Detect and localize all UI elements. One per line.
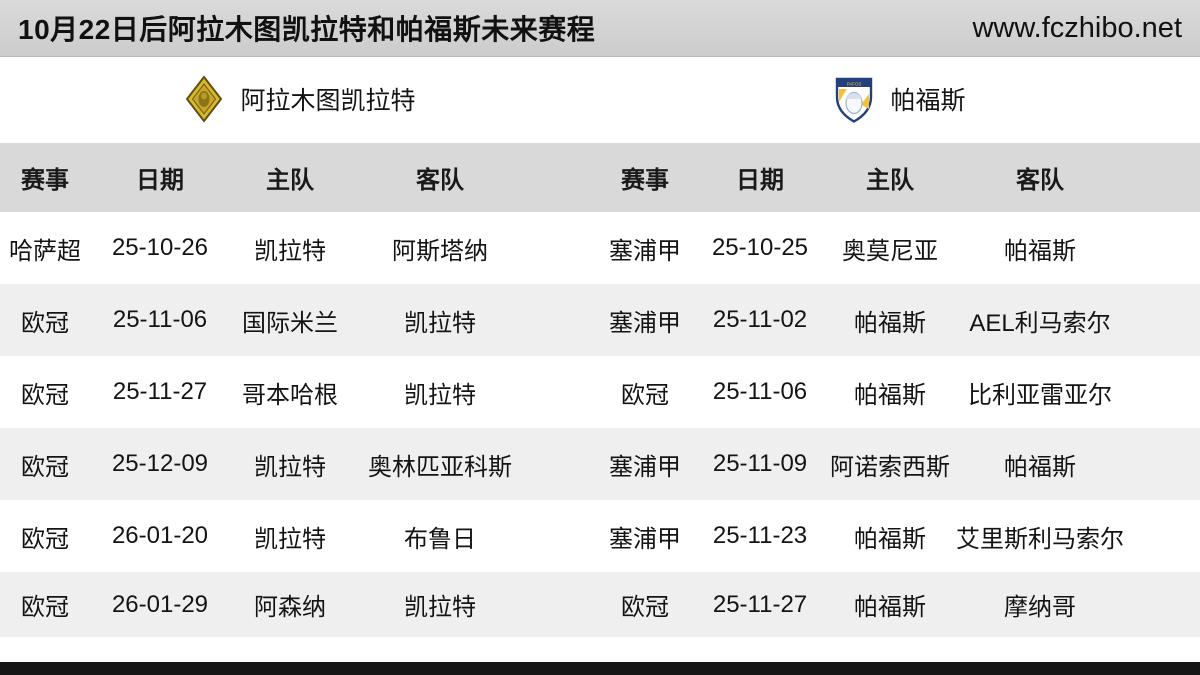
away-team-cell: 凯拉特 — [404, 381, 476, 409]
column-header-competition: 赛事 — [21, 167, 69, 194]
away-team-cell: 帕福斯 — [1004, 453, 1076, 481]
table-header-left: 赛事 日期 主队 客队 — [0, 143, 600, 212]
competition-cell: 欧冠 — [621, 594, 669, 621]
away-team-cell: 凯拉特 — [404, 309, 476, 337]
pafos-crest-icon: PAFOS — [834, 75, 874, 123]
date-cell: 25-10-26 — [111, 234, 209, 261]
home-team-cell: 凯拉特 — [254, 453, 326, 481]
home-team-cell: 哥本哈根 — [242, 381, 338, 409]
home-team-cell: 阿诺索西斯 — [830, 453, 950, 481]
home-team-cell: 奥莫尼亚 — [842, 237, 938, 265]
date-cell: 26-01-20 — [111, 522, 209, 549]
away-team-cell: AEL利马索尔 — [969, 309, 1111, 337]
date-cell: 25-11-06 — [112, 306, 208, 333]
away-team-cell: 摩纳哥 — [1004, 594, 1076, 621]
away-team-cell: 布鲁日 — [404, 525, 476, 553]
date-cell: 25-11-02 — [712, 306, 808, 333]
home-team-cell: 国际米兰 — [242, 309, 338, 337]
date-cell: 26-01-29 — [111, 590, 209, 618]
competition-cell: 欧冠 — [621, 381, 669, 409]
home-team-cell: 凯拉特 — [254, 237, 326, 265]
table-row: 欧冠 26-01-29 阿森纳 凯拉特 欧冠 25-11-27 帕福斯 摩纳哥 — [0, 572, 1200, 637]
away-team-cell: 帕福斯 — [1004, 237, 1076, 265]
column-header-away: 客队 — [1016, 167, 1064, 194]
date-cell: 25-11-09 — [712, 450, 808, 477]
competition-cell: 塞浦甲 — [609, 309, 681, 337]
home-team-cell: 帕福斯 — [854, 381, 926, 409]
column-header-date: 日期 — [736, 167, 784, 194]
competition-cell: 哈萨超 — [9, 237, 81, 265]
table-row: 欧冠 26-01-20 凯拉特 布鲁日 塞浦甲 25-11-23 帕福斯 艾里斯… — [0, 500, 1200, 572]
page-title: 10月22日后阿拉木图凯拉特和帕福斯未来赛程 — [18, 14, 596, 45]
competition-cell: 欧冠 — [21, 453, 69, 481]
date-cell: 25-10-25 — [711, 234, 809, 261]
title-bar: 10月22日后阿拉木图凯拉特和帕福斯未来赛程 www.fczhibo.net — [0, 0, 1200, 57]
team-header-left: 阿拉木图凯拉特 — [0, 57, 600, 141]
date-cell: 25-11-27 — [112, 378, 208, 405]
table-row: 欧冠 25-11-27 哥本哈根 凯拉特 欧冠 25-11-06 帕福斯 比利亚… — [0, 356, 1200, 428]
date-cell: 25-11-06 — [712, 378, 808, 405]
home-team-cell: 帕福斯 — [854, 309, 926, 337]
competition-cell: 塞浦甲 — [609, 453, 681, 481]
away-team-cell: 凯拉特 — [404, 594, 476, 621]
date-cell: 25-11-27 — [712, 590, 808, 618]
table-row: 欧冠 25-12-09 凯拉特 奥林匹亚科斯 塞浦甲 25-11-09 阿诺索西… — [0, 428, 1200, 500]
home-team-cell: 帕福斯 — [854, 525, 926, 553]
column-header-away: 客队 — [416, 167, 464, 194]
away-team-cell: 奥林匹亚科斯 — [368, 453, 512, 481]
column-header-competition: 赛事 — [621, 167, 669, 194]
competition-cell: 欧冠 — [21, 381, 69, 409]
column-header-date: 日期 — [136, 167, 184, 194]
footer-bar — [0, 662, 1200, 675]
column-header-home: 主队 — [866, 167, 914, 194]
table-header-row: 赛事 日期 主队 客队 赛事 日期 主队 客队 — [0, 143, 1200, 212]
competition-cell: 欧冠 — [21, 309, 69, 337]
team-name-kairat: 阿拉木图凯拉特 — [240, 87, 416, 115]
bottom-spacer — [0, 637, 1200, 662]
competition-cell: 塞浦甲 — [609, 525, 681, 553]
away-team-cell: 比利亚雷亚尔 — [968, 381, 1112, 409]
competition-cell: 欧冠 — [21, 525, 69, 553]
home-team-cell: 凯拉特 — [254, 525, 326, 553]
site-url: www.fczhibo.net — [972, 11, 1182, 44]
away-team-cell: 艾里斯利马索尔 — [956, 525, 1124, 553]
competition-cell: 塞浦甲 — [609, 237, 681, 265]
team-header-right: PAFOS 帕福斯 — [600, 57, 1200, 141]
kairat-crest-icon — [184, 75, 224, 123]
home-team-cell: 阿森纳 — [254, 594, 326, 621]
team-name-pafos: 帕福斯 — [890, 87, 966, 115]
competition-cell: 欧冠 — [21, 594, 69, 621]
team-header-row: 阿拉木图凯拉特 PAFOS 帕福斯 — [0, 57, 1200, 141]
table-header-right: 赛事 日期 主队 客队 — [600, 143, 1200, 212]
column-header-home: 主队 — [266, 167, 314, 194]
date-cell: 25-12-09 — [111, 450, 209, 477]
away-team-cell: 阿斯塔纳 — [392, 237, 488, 265]
home-team-cell: 帕福斯 — [854, 594, 926, 621]
svg-text:PAFOS: PAFOS — [847, 82, 862, 87]
table-row: 哈萨超 25-10-26 凯拉特 阿斯塔纳 塞浦甲 25-10-25 奥莫尼亚 … — [0, 212, 1200, 284]
date-cell: 25-11-23 — [712, 522, 808, 549]
table-row: 欧冠 25-11-06 国际米兰 凯拉特 塞浦甲 25-11-02 帕福斯 AE… — [0, 284, 1200, 356]
